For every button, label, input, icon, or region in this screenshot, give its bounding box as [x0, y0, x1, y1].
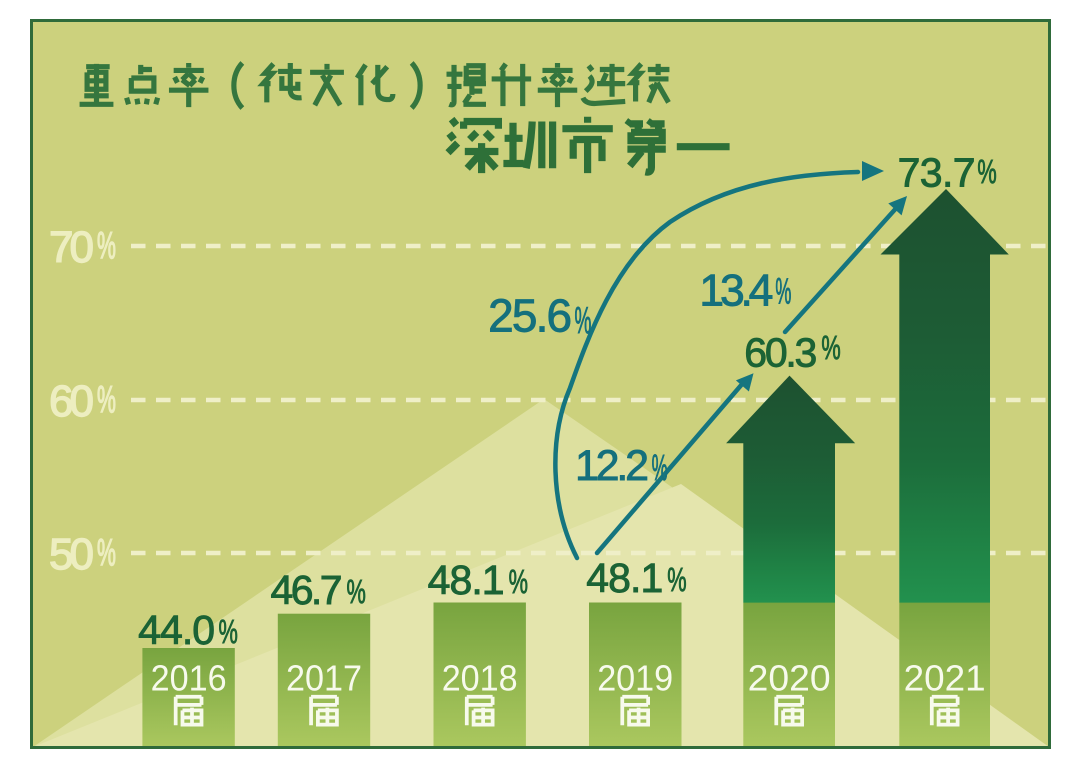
svg-text:%: % — [821, 329, 840, 366]
svg-text:60: 60 — [49, 377, 94, 426]
svg-text:%: % — [347, 573, 366, 610]
svg-text:70: 70 — [49, 223, 94, 272]
svg-text:44.0: 44.0 — [138, 607, 215, 653]
svg-text:2021: 2021 — [904, 658, 986, 699]
svg-text:%: % — [652, 448, 668, 488]
svg-text:%: % — [509, 563, 528, 600]
svg-text:50: 50 — [49, 530, 94, 579]
svg-text:%: % — [97, 377, 116, 420]
svg-text:2017: 2017 — [286, 658, 362, 699]
svg-text:48.1: 48.1 — [586, 555, 663, 601]
svg-text:25.6: 25.6 — [488, 289, 572, 341]
svg-text:12.2: 12.2 — [575, 442, 649, 490]
svg-text:%: % — [977, 153, 996, 190]
svg-text:2020: 2020 — [748, 658, 831, 699]
svg-text:%: % — [775, 272, 791, 312]
svg-text:2016: 2016 — [151, 658, 227, 699]
svg-text:%: % — [97, 530, 116, 573]
svg-text:%: % — [219, 613, 238, 650]
svg-text:2018: 2018 — [442, 658, 518, 699]
svg-text:2019: 2019 — [597, 658, 673, 699]
svg-text:%: % — [667, 561, 686, 598]
svg-text:%: % — [575, 300, 592, 342]
svg-text:60.3: 60.3 — [744, 330, 817, 376]
svg-text:46.7: 46.7 — [271, 567, 343, 613]
svg-text:48.1: 48.1 — [428, 557, 505, 603]
svg-text:%: % — [97, 223, 116, 266]
svg-text:13.4: 13.4 — [699, 267, 773, 316]
svg-text:73.7: 73.7 — [898, 150, 976, 196]
